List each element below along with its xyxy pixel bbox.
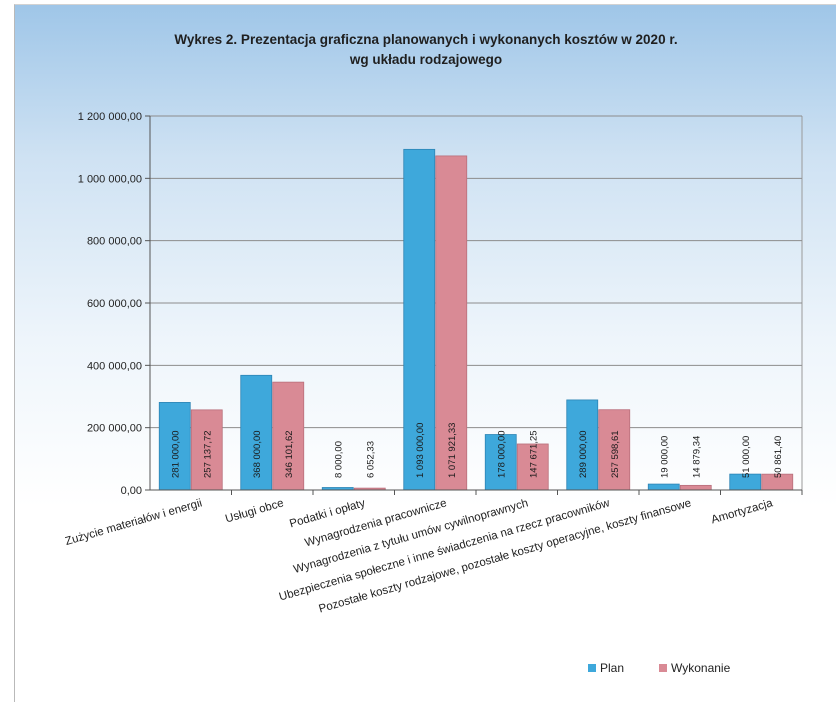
data-label-wykonanie: 1 071 921,33: [447, 423, 458, 478]
data-label-plan: 1 093 000,00: [415, 423, 426, 478]
data-label-wykonanie: 147 671,25: [528, 430, 539, 478]
bar-wykonanie: [190, 409, 223, 491]
x-axis: Zużycie materiałów i energii Usługi obce P…: [64, 489, 803, 615]
bar-wykonanie: [435, 155, 468, 491]
data-label-plan: 289 000,00: [578, 430, 589, 478]
x-category-label: Zużycie materiałów i energii: [64, 497, 204, 548]
data-label-wykonanie: 50 861,40: [773, 436, 784, 478]
bar-plan: [566, 399, 599, 491]
legend-label-plan: Plan: [600, 661, 624, 675]
chart-title-line-1: Wykres 2. Prezentacja graficzna planowan…: [174, 32, 677, 47]
bar-plan: [240, 374, 273, 491]
data-label-wykonanie: 346 101,62: [284, 430, 295, 478]
bar-plan: [484, 434, 517, 491]
bar-plan: [647, 483, 680, 491]
data-label-wykonanie: 257 598,61: [610, 430, 621, 478]
bar-plan: [158, 402, 191, 491]
data-label-plan: 178 000,00: [496, 430, 507, 478]
data-label-wykonanie: 6 052,33: [365, 441, 376, 478]
y-tick-label: 400 000,00: [87, 360, 142, 372]
legend-label-wykonanie: Wykonanie: [671, 661, 731, 675]
data-label-plan: 281 000,00: [170, 430, 181, 478]
data-label-wykonanie: 14 879,34: [691, 436, 702, 478]
y-axis: 0,00 200 000,00 400 000,00 600 000,00 800 00…: [78, 111, 151, 497]
x-category-label: Usługi obce: [224, 497, 285, 525]
bars: [158, 148, 794, 491]
legend-swatch-plan: [588, 664, 596, 672]
y-tick-label: 600 000,00: [87, 298, 142, 310]
data-label-plan: 368 000,00: [252, 430, 263, 478]
bar-wykonanie: [598, 409, 631, 491]
data-label-plan: 19 000,00: [659, 436, 670, 478]
bar-wykonanie: [272, 381, 305, 491]
y-tick-label: 800 000,00: [87, 236, 142, 248]
legend-swatch-wykonanie: [659, 664, 667, 672]
chart-title-line-2: wg układu rodzajowego: [349, 52, 502, 67]
y-tick-label: 1 200 000,00: [78, 111, 142, 123]
x-category-label: Amortyzacja: [710, 497, 775, 526]
data-labels: 281 000,00 257 137,72 368 000,00 346 101,62…: [170, 423, 784, 478]
legend: Plan Wykonanie: [588, 661, 731, 675]
data-label-wykonanie: 257 137,72: [202, 430, 213, 478]
data-label-plan: 8 000,00: [333, 441, 344, 478]
gridlines: [150, 115, 803, 490]
bar-wykonanie: [679, 484, 712, 491]
data-label-plan: 51 000,00: [741, 436, 752, 478]
y-tick-label: 0,00: [121, 485, 142, 497]
y-tick-label: 1 000 000,00: [78, 173, 142, 185]
y-tick-label: 200 000,00: [87, 423, 142, 435]
bar-plan: [403, 148, 436, 491]
